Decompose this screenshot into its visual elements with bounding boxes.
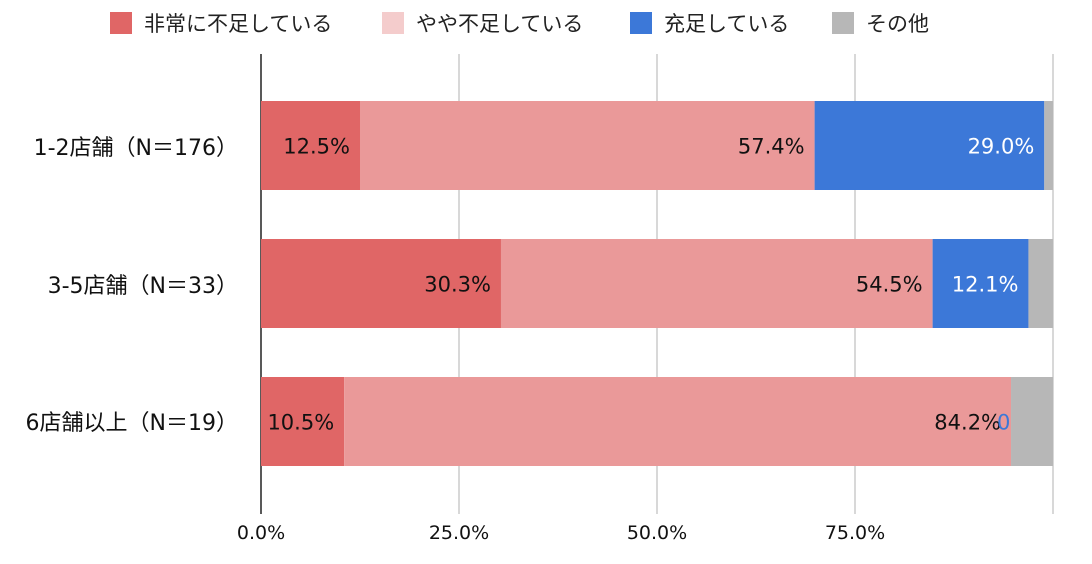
data-label-1-1: 12.5% — [283, 135, 350, 159]
category-label-1-2-stores: 1-2店舗（N＝176） — [33, 136, 238, 161]
legend-item-severe-shortage: 非常に不足している — [110, 8, 332, 38]
bar-segment-1-3 — [814, 101, 1045, 190]
bar-segment-2-1 — [261, 239, 501, 328]
bar-segment-2-2 — [500, 239, 933, 328]
legend-label-severe-shortage: 非常に不足している — [144, 12, 333, 36]
bar-segment-3-4 — [1011, 377, 1053, 466]
bar-segment-2-3 — [932, 239, 1029, 328]
bar-segment-3-1 — [261, 377, 345, 466]
category-label-6-plus-stores: 6店舗以上（N＝19） — [25, 411, 238, 436]
legend-swatch-severe-shortage — [110, 12, 132, 34]
bar-segment-3-2 — [344, 377, 1012, 466]
data-label-3-2: 84.2% — [934, 411, 1001, 435]
data-label-1-2: 57.4% — [738, 135, 805, 159]
x-tick-label-25: 25.0% — [428, 522, 490, 544]
data-label-2-3: 12.1% — [952, 273, 1019, 297]
legend-item-sufficient: 充足している — [630, 8, 789, 38]
legend: 非常に不足している やや不足している 充足している その他 — [0, 8, 1092, 40]
bar-segment-1-4 — [1044, 101, 1053, 190]
legend-label-sufficient: 充足している — [664, 12, 790, 36]
data-label-3-1: 10.5% — [267, 411, 334, 435]
data-label-1-3: 29.0% — [968, 135, 1035, 159]
bar-segment-1-2 — [360, 101, 815, 190]
legend-label-other: その他 — [866, 12, 929, 36]
x-tick-label-75: 75.0% — [824, 522, 886, 544]
legend-swatch-sufficient — [630, 12, 652, 34]
legend-item-other: その他 — [832, 8, 929, 38]
legend-swatch-other — [832, 12, 854, 34]
x-tick-label-0: 0.0% — [236, 522, 286, 544]
data-label-2-1: 30.3% — [424, 273, 491, 297]
legend-label-slight-shortage: やや不足している — [416, 12, 584, 36]
bar-segment-1-1 — [261, 101, 360, 190]
bar-segment-2-4 — [1028, 239, 1053, 328]
legend-swatch-slight-shortage — [382, 12, 404, 34]
category-label-3-5-stores: 3-5店舗（N＝33） — [47, 274, 238, 299]
legend-item-slight-shortage: やや不足している — [382, 8, 583, 38]
data-label-2-2: 54.5% — [856, 273, 923, 297]
x-tick-label-50: 50.0% — [626, 522, 688, 544]
